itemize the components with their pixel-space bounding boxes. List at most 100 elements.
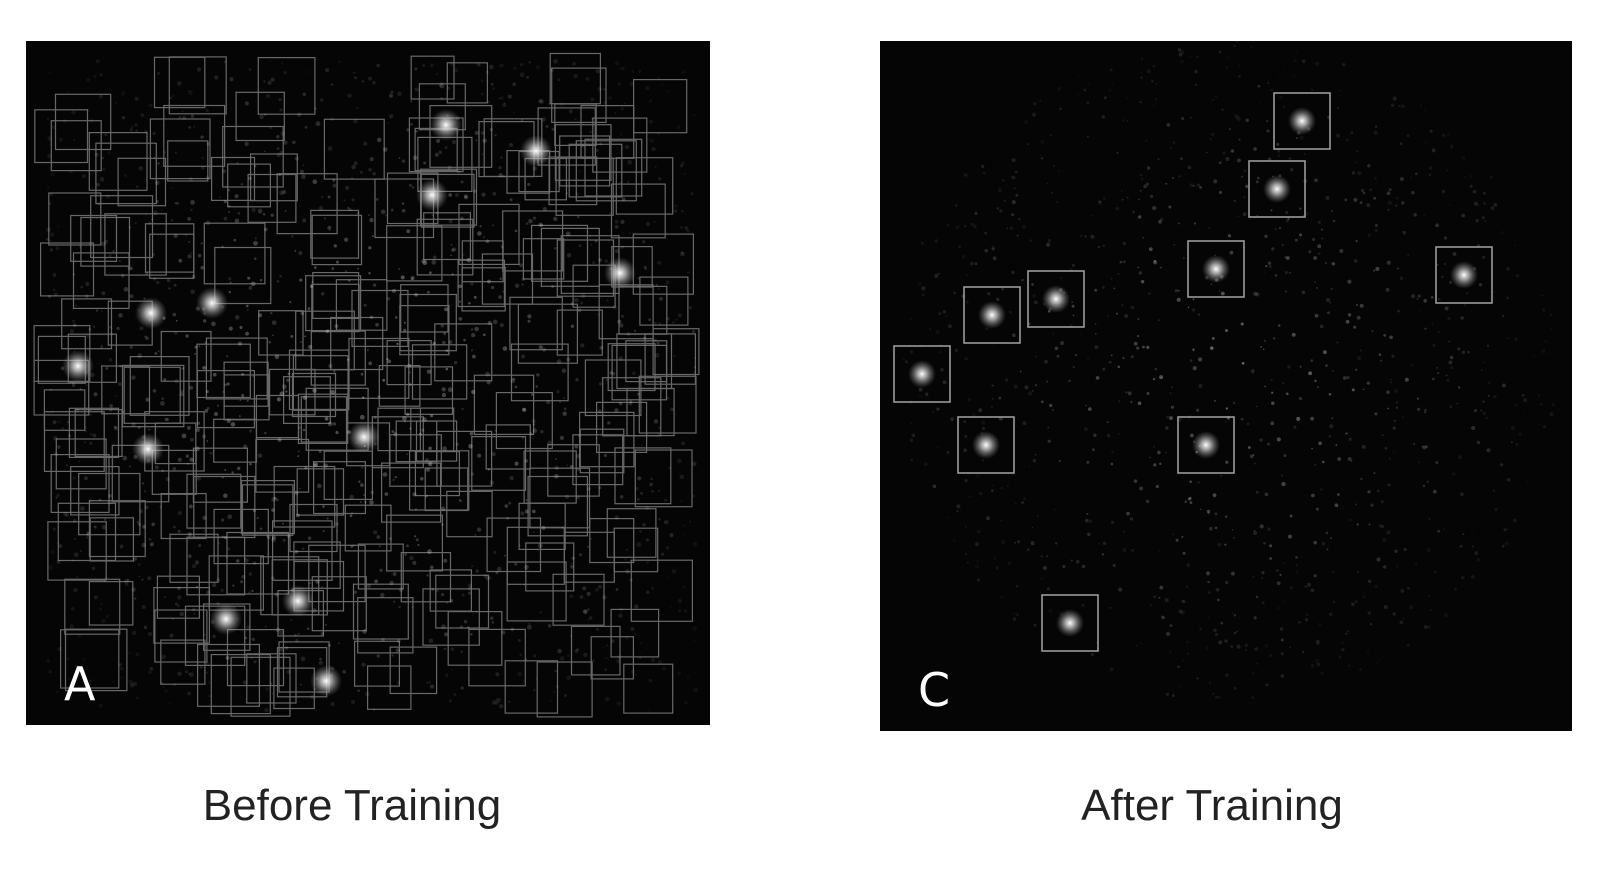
- detection-box: [552, 573, 605, 626]
- noise-dot: [1267, 442, 1270, 446]
- noise-dot: [95, 152, 99, 157]
- noise-dot: [374, 579, 378, 584]
- noise-dot: [1186, 640, 1189, 644]
- noise-dot: [557, 78, 561, 82]
- noise-dot: [475, 610, 478, 613]
- noise-dot: [471, 354, 476, 359]
- noise-dot: [203, 319, 207, 323]
- detection-box: [568, 143, 623, 198]
- noise-dot: [455, 442, 459, 446]
- noise-dot: [595, 69, 600, 74]
- noise-dot: [1034, 384, 1037, 387]
- noise-dot: [1139, 642, 1142, 645]
- detection-box: [556, 309, 603, 356]
- noise-dot: [447, 86, 451, 90]
- noise-dot: [1387, 200, 1392, 205]
- detection-box: [197, 643, 261, 707]
- noise-dot: [1130, 400, 1133, 404]
- noise-dot: [1032, 112, 1037, 117]
- detection-box: [57, 502, 117, 562]
- noise-dot: [1431, 148, 1436, 153]
- noise-dot: [1213, 628, 1217, 632]
- noise-dot: [1457, 386, 1461, 389]
- noise-dot: [1180, 599, 1184, 603]
- noise-dot: [1396, 267, 1399, 270]
- noise-dot: [464, 195, 469, 200]
- noise-dot: [657, 426, 661, 430]
- noise-dot: [1214, 526, 1218, 530]
- detection-box: [590, 636, 635, 680]
- noise-dot: [212, 634, 216, 639]
- noise-dot: [242, 680, 247, 685]
- noise-dot: [320, 292, 325, 296]
- noise-dot: [1494, 508, 1498, 511]
- noise-dot: [556, 390, 560, 394]
- noise-dot: [1224, 421, 1227, 423]
- noise-dot: [1416, 297, 1419, 300]
- noise-dot: [140, 113, 145, 118]
- noise-dot: [967, 397, 971, 402]
- noise-dot: [1110, 354, 1113, 357]
- noise-dot: [266, 535, 271, 540]
- noise-dot: [581, 144, 585, 148]
- noise-dot: [401, 159, 406, 163]
- noise-dot: [1317, 252, 1321, 256]
- noise-dot: [244, 636, 248, 640]
- noise-dot: [448, 193, 453, 197]
- noise-dot: [332, 422, 337, 426]
- noise-dot: [1351, 170, 1356, 175]
- noise-dot: [55, 496, 58, 499]
- noise-dot: [634, 632, 637, 635]
- noise-dot: [1154, 367, 1158, 371]
- noise-dot: [1051, 408, 1055, 412]
- noise-dot: [1149, 456, 1151, 459]
- noise-dot: [84, 430, 87, 433]
- caption-before-training: Before Training: [202, 781, 502, 830]
- noise-dot: [1435, 460, 1439, 465]
- noise-dot: [151, 522, 156, 527]
- noise-dot: [582, 609, 588, 614]
- noise-dot: [431, 587, 435, 591]
- noise-dot: [1013, 612, 1016, 615]
- noise-dot: [125, 580, 127, 583]
- noise-dot: [1003, 199, 1006, 202]
- noise-dot: [1332, 600, 1336, 604]
- noise-dot: [164, 151, 167, 154]
- noise-dot: [984, 248, 988, 253]
- noise-dot: [268, 340, 271, 344]
- noise-dot: [79, 388, 82, 391]
- noise-dot: [304, 335, 307, 338]
- noise-dot: [335, 260, 340, 264]
- noise-dot: [411, 277, 414, 281]
- noise-dot: [1056, 354, 1060, 358]
- noise-dot: [188, 554, 192, 558]
- noise-dot: [953, 291, 956, 295]
- noise-dot: [614, 219, 619, 224]
- noise-dot: [1196, 677, 1199, 680]
- noise-dot: [390, 90, 394, 94]
- noise-dot: [1510, 425, 1515, 430]
- noise-dot: [470, 332, 476, 338]
- noise-dot: [995, 566, 999, 570]
- detection-box: [101, 365, 151, 415]
- noise-dot: [573, 74, 578, 79]
- noise-dot: [1493, 202, 1498, 207]
- noise-dot: [1086, 532, 1091, 537]
- noise-dot: [1387, 208, 1390, 211]
- noise-dot: [539, 611, 542, 614]
- noise-dot: [136, 696, 139, 700]
- noise-dot: [574, 648, 579, 653]
- noise-dot: [148, 670, 152, 674]
- noise-dot: [1274, 274, 1278, 277]
- noise-dot: [504, 266, 507, 269]
- noise-dot: [453, 68, 459, 73]
- noise-dot: [73, 138, 76, 142]
- noise-dot: [181, 433, 187, 439]
- noise-dot: [650, 477, 653, 481]
- noise-dot: [234, 315, 240, 320]
- noise-dot: [274, 354, 280, 360]
- noise-dot: [284, 646, 289, 650]
- noise-dot: [559, 401, 561, 403]
- noise-dot: [227, 514, 233, 520]
- noise-dot: [1170, 146, 1172, 149]
